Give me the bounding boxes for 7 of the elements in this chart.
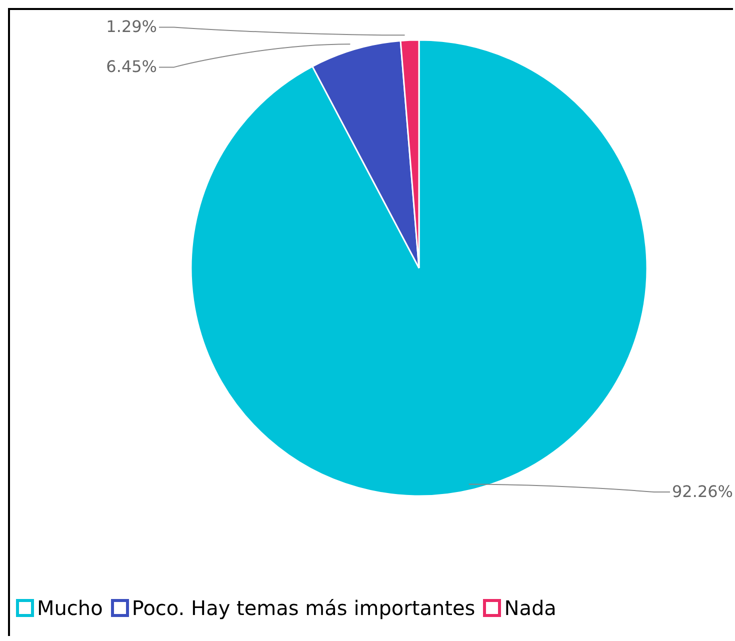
legend-label: Nada: [504, 596, 556, 620]
legend-label: Poco. Hay temas más importantes: [132, 596, 476, 620]
pie-slice: [190, 39, 648, 496]
data-label: 1.29%: [106, 17, 157, 36]
data-label: 6.45%: [106, 57, 157, 76]
legend-label: Mucho: [37, 596, 103, 620]
data-label: 92.26%: [672, 482, 734, 502]
